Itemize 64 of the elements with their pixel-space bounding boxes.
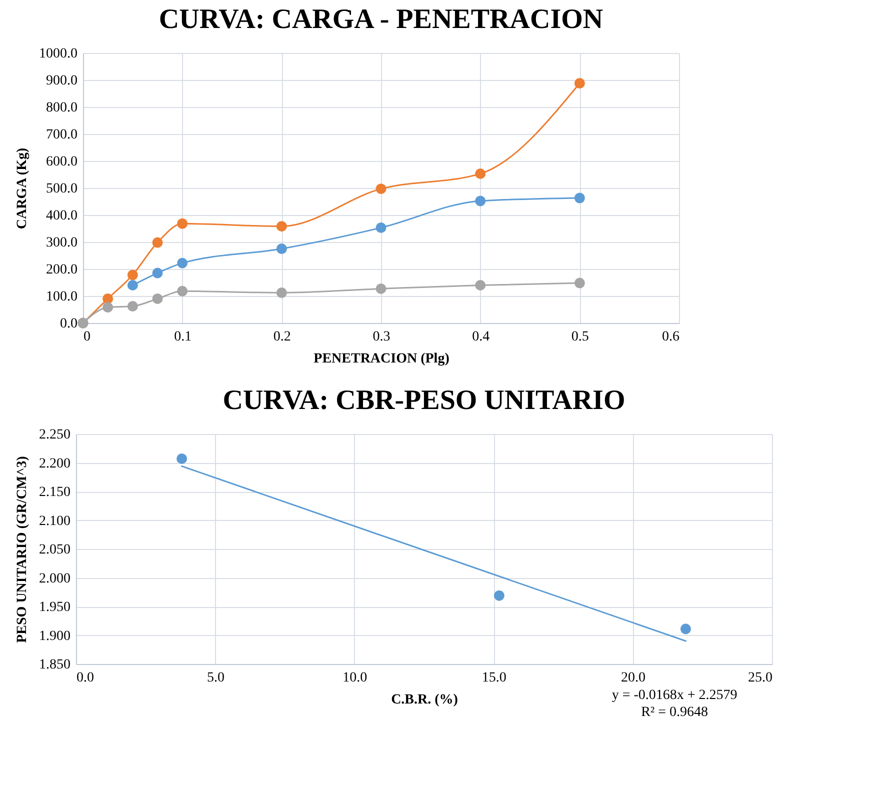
point [177, 286, 188, 296]
point [376, 184, 386, 194]
point [127, 280, 138, 290]
y-tick-label: 1.900 [39, 628, 70, 644]
text: y = -0.0168x + 2.2579 [612, 688, 738, 703]
y-tick-label: 100.0 [46, 290, 78, 304]
y-tick-label: 200.0 [46, 262, 78, 278]
x-tick-label: 0.2 [273, 330, 291, 344]
x-tick-label: 20.0 [621, 670, 646, 686]
y-tick-label: 1.950 [39, 600, 70, 615]
x-tick-label: 0.6 [662, 330, 680, 344]
point [574, 192, 585, 204]
x-tick-label: 0.1 [174, 330, 192, 344]
point [376, 222, 386, 233]
y-axis-title: CARGA (Kg) [15, 148, 30, 230]
point [574, 78, 585, 88]
y-tick-label: 2.050 [39, 542, 70, 558]
point [276, 288, 287, 298]
x-axis-title: PENETRACION (Plg) [314, 352, 450, 366]
y-tick-label: 2.100 [39, 514, 70, 529]
text: R² = 0.9648 [641, 705, 708, 720]
chart-title: CURVA: CARGA - PENETRACION [158, 4, 604, 35]
point [376, 283, 386, 294]
point [276, 221, 287, 232]
point [152, 237, 163, 248]
x-axis-title: C.B.R. (%) [391, 692, 458, 708]
chart-title: CURVA: CBR-PESO UNITARIO [222, 385, 626, 416]
point [127, 270, 138, 280]
y-tick-label: 1.850 [39, 658, 70, 672]
x-tick-label: 0.5 [571, 330, 589, 344]
x-tick-label: 0 [84, 330, 90, 344]
y-tick-label: 300.0 [46, 236, 78, 250]
point [276, 244, 287, 254]
point [177, 258, 188, 268]
point [475, 196, 486, 206]
point [127, 301, 138, 312]
point [152, 293, 163, 304]
x-tick-label: 5.0 [206, 670, 224, 686]
y-axis-title: PESO UNITARIO (GR/CM^3) [15, 456, 30, 643]
y-tick-label: 0.0 [60, 316, 78, 332]
x-tick-label: 10.0 [342, 670, 368, 686]
y-tick-label: 600.0 [46, 154, 78, 170]
y-tick-label: 2.250 [39, 428, 70, 442]
y-tick-label: 1000.0 [39, 46, 78, 62]
y-tick-label: 700.0 [46, 128, 78, 142]
y-tick-label: 500.0 [46, 182, 78, 196]
y-tick-label: 2.000 [39, 571, 70, 586]
point [102, 293, 114, 304]
point [475, 168, 486, 179]
x-tick-label: 0.3 [372, 330, 390, 344]
y-tick-label: 2.150 [39, 485, 70, 500]
x-tick-label: 25.0 [748, 670, 772, 686]
y-tick-label: 900.0 [46, 74, 78, 88]
y-tick-label: 2.200 [39, 456, 70, 472]
y-tick-label: 400.0 [46, 208, 78, 224]
x-tick-label: 0.0 [76, 670, 94, 686]
point [152, 268, 163, 278]
x-tick-label: 15.0 [482, 670, 506, 686]
point [177, 218, 188, 229]
y-tick-label: 800.0 [46, 100, 78, 116]
point [574, 278, 585, 288]
x-tick-label: 0.4 [472, 330, 490, 344]
point [475, 280, 486, 290]
point [102, 302, 114, 313]
